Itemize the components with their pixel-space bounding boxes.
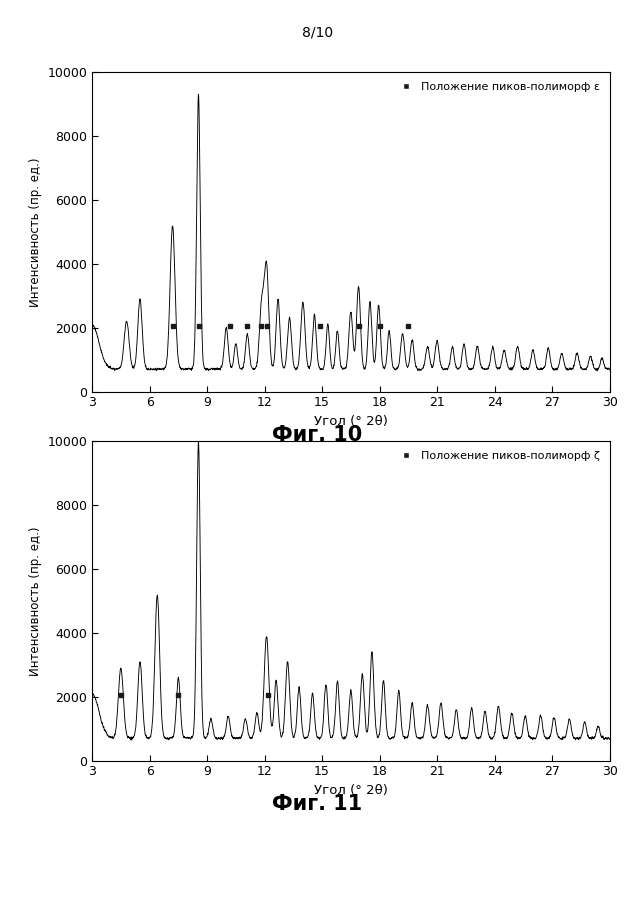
Y-axis label: Интенсивность (пр. ед.): Интенсивность (пр. ед.) xyxy=(29,526,42,676)
X-axis label: Угол (° 2θ): Угол (° 2θ) xyxy=(314,784,388,796)
Legend: Положение пиков-полиморф ε: Положение пиков-полиморф ε xyxy=(391,77,604,96)
X-axis label: Угол (° 2θ): Угол (° 2θ) xyxy=(314,415,388,428)
Text: 8/10: 8/10 xyxy=(302,25,333,40)
Legend: Положение пиков-полиморф ζ: Положение пиков-полиморф ζ xyxy=(391,446,604,465)
Text: Фиг. 10: Фиг. 10 xyxy=(272,425,363,445)
Y-axis label: Интенсивность (пр. ед.): Интенсивность (пр. ед.) xyxy=(29,157,42,307)
Text: Фиг. 11: Фиг. 11 xyxy=(272,794,363,814)
